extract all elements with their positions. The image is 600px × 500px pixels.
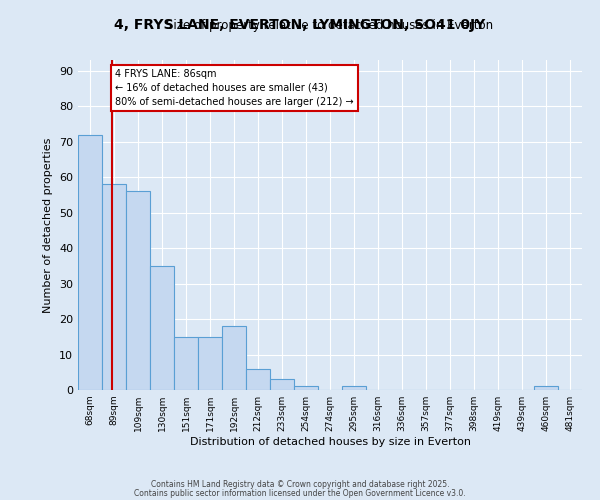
Bar (150, 266, 174, 390)
Bar (222, 326, 246, 390)
Bar (534, 386, 558, 390)
Y-axis label: Number of detached properties: Number of detached properties (43, 138, 53, 312)
Bar (126, 192, 150, 390)
Bar (246, 368, 270, 390)
Text: Contains public sector information licensed under the Open Government Licence v3: Contains public sector information licen… (134, 489, 466, 498)
Text: Contains HM Land Registry data © Crown copyright and database right 2025.: Contains HM Land Registry data © Crown c… (151, 480, 449, 489)
Bar (270, 380, 294, 390)
Text: 4 FRYS LANE: 86sqm
← 16% of detached houses are smaller (43)
80% of semi-detache: 4 FRYS LANE: 86sqm ← 16% of detached hou… (115, 69, 354, 107)
Bar (294, 386, 318, 390)
Bar (198, 337, 222, 390)
X-axis label: Distribution of detached houses by size in Everton: Distribution of detached houses by size … (190, 437, 470, 447)
Bar (78, 134, 102, 390)
Text: 4, FRYS LANE, EVERTON, LYMINGTON, SO41 0JY: 4, FRYS LANE, EVERTON, LYMINGTON, SO41 0… (115, 18, 485, 32)
Bar (174, 337, 198, 390)
Bar (342, 386, 366, 390)
Title: Size of property relative to detached houses in Everton: Size of property relative to detached ho… (166, 20, 494, 32)
Bar (102, 184, 126, 390)
